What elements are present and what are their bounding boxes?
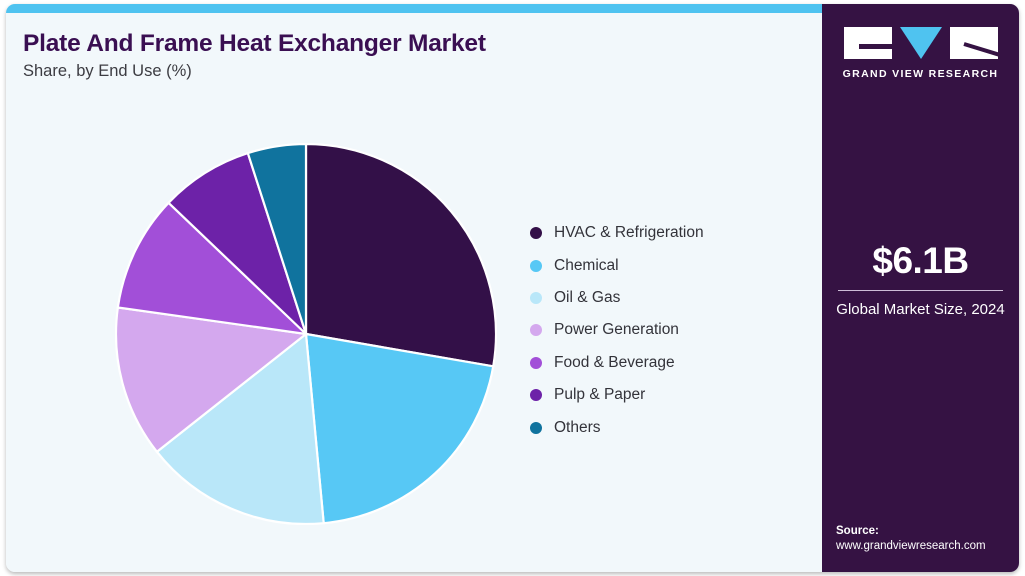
page-title: Plate And Frame Heat Exchanger Market [23,30,486,57]
pie-slice [304,143,497,368]
chart-legend: HVAC & Refrigeration Chemical Oil & Gas Pow… [530,217,810,444]
market-size-block: $6.1B Global Market Size, 2024 [822,242,1019,320]
legend-swatch-icon [530,291,542,304]
source-block: Source: www.grandviewresearch.com [836,524,1016,555]
legend-item[interactable]: Oil & Gas [530,282,810,314]
legend-item[interactable]: Others [530,411,810,443]
legend-item[interactable]: Power Generation [530,314,810,346]
legend-item-label: Food & Beverage [554,353,675,371]
logo-wordmark: GRAND VIEW RESEARCH [842,68,999,80]
pie-chart-svg [115,143,497,525]
legend-swatch-icon [530,389,542,402]
top-accent-bar [6,4,822,13]
pie-slice-group [115,143,497,525]
legend-item[interactable]: Chemical [530,249,810,281]
chart-panel: Plate And Frame Heat Exchanger Market Sh… [6,4,822,572]
legend-item-label: HVAC & Refrigeration [554,224,704,242]
pie-slice [166,151,308,335]
pie-slice [115,306,309,454]
pie-slice [155,331,325,525]
legend-item-label: Power Generation [554,321,679,339]
pie-slice [116,201,310,336]
legend-item[interactable]: HVAC & Refrigeration [530,217,810,249]
legend-item[interactable]: Pulp & Paper [530,379,810,411]
legend-item-label: Chemical [554,256,619,274]
title-block: Plate And Frame Heat Exchanger Market Sh… [23,30,783,81]
legend-swatch-icon [530,324,542,337]
pie-chart [115,143,497,525]
legend-swatch-icon [530,227,542,240]
legend-swatch-icon [530,356,542,369]
legend-item-label: Pulp & Paper [554,386,646,404]
brand-sidebar: GRAND VIEW RESEARCH $6.1B Global Market … [822,4,1019,572]
logo-g-icon [843,27,892,59]
legend-item-label: Others [554,418,601,436]
pie-slice [304,332,495,525]
pie-slice [246,143,308,335]
legend-item[interactable]: Food & Beverage [530,347,810,379]
market-size-caption: Global Market Size, 2024 [836,301,1005,318]
market-size-value: $6.1B [872,240,969,281]
divider [838,290,1003,291]
source-label: Source: [836,524,879,537]
chart-card: Plate And Frame Heat Exchanger Market Sh… [6,4,1019,572]
logo-v-icon [897,27,945,59]
source-url[interactable]: www.grandviewresearch.com [836,540,986,553]
logo-r-icon [949,27,998,59]
page-subtitle: Share, by End Use (%) [23,62,192,81]
legend-item-label: Oil & Gas [554,288,621,306]
logo-marks [822,27,1019,59]
legend-swatch-icon [530,259,542,272]
gvr-logo: GRAND VIEW RESEARCH [822,27,1019,80]
legend-swatch-icon [530,421,542,434]
